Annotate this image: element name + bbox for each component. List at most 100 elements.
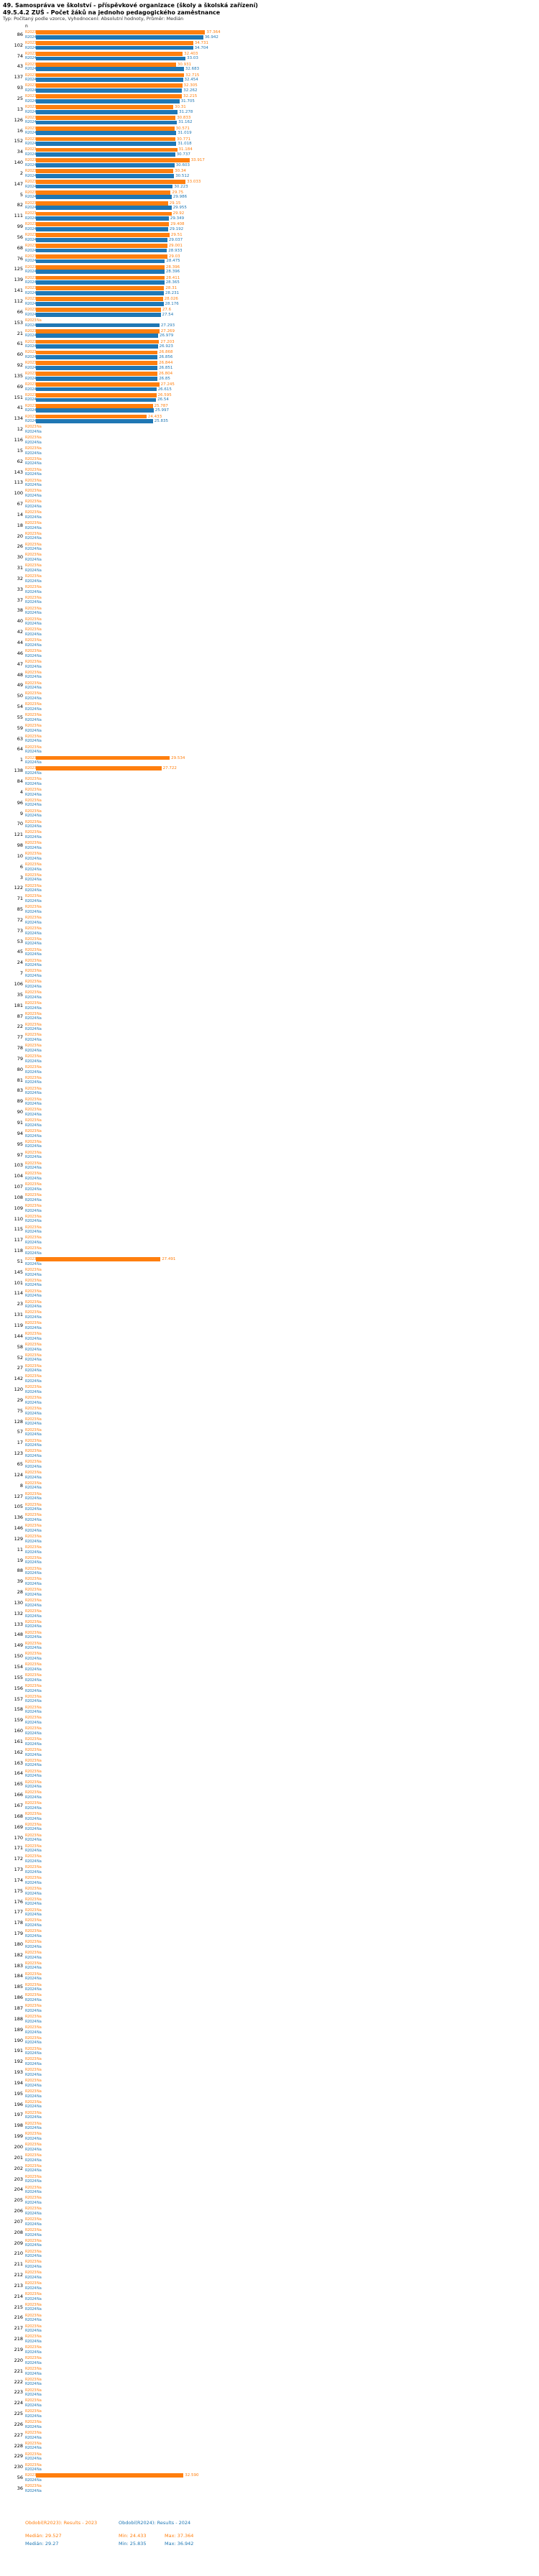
series-line: R2024 Na bbox=[25, 1113, 539, 1118]
na-label: Na bbox=[37, 2420, 42, 2425]
series-line: R2024 Na bbox=[25, 781, 539, 786]
row-id-label: 17 bbox=[17, 1440, 23, 1446]
na-label: Na bbox=[37, 845, 42, 850]
series-line: R2024 Na bbox=[25, 1752, 539, 1757]
series-line: R2024 Na bbox=[25, 1913, 539, 1918]
series-line: R2024 Na bbox=[25, 1443, 539, 1448]
row-id-label: 4 bbox=[19, 788, 23, 795]
chart-row: 149 R2023 Na R2024 Na bbox=[3, 1640, 539, 1651]
series-line: R2023 Na bbox=[25, 1118, 539, 1123]
row-bars: R2023 31.184 R2024 30.737 bbox=[25, 147, 539, 157]
chart-row: 217 R2023 Na R2024 Na bbox=[3, 2323, 539, 2334]
chart-rows: 86 R2023 37.364 R2024 36.942 102 R2023 34.731 R2… bbox=[3, 29, 539, 2494]
na-label: Na bbox=[37, 942, 42, 947]
series-tick-label: R2024 bbox=[25, 376, 37, 381]
series-line: R2024 Na bbox=[25, 2051, 539, 2056]
na-label: Na bbox=[37, 2126, 42, 2131]
chart-row: 213 R2023 Na R2024 Na bbox=[3, 2281, 539, 2291]
chart-row: 126 R2023 30.833 R2024 31.162 bbox=[3, 115, 539, 126]
na-label: Na bbox=[37, 1251, 42, 1256]
series-tick-label: R2024 bbox=[25, 504, 37, 509]
row-bars: R2023 Na R2024 Na bbox=[25, 1854, 539, 1864]
na-label: Na bbox=[37, 1582, 42, 1587]
value-bar bbox=[36, 397, 157, 402]
series-line: R2023 30.931 bbox=[25, 62, 539, 67]
series-tick-label: R2024 bbox=[25, 1070, 37, 1075]
series-tick-label: R2024 bbox=[25, 248, 37, 253]
na-label: Na bbox=[37, 873, 42, 878]
row-bars: R2023 Na R2024 Na bbox=[25, 1044, 539, 1053]
series-line: R2023 26.595 bbox=[25, 393, 539, 398]
na-label: Na bbox=[37, 1801, 42, 1806]
chart-row: 11 R2023 Na R2024 Na bbox=[3, 1545, 539, 1555]
series-tick-label: R2024 bbox=[25, 1453, 37, 1458]
na-label: Na bbox=[37, 2260, 42, 2265]
value-bar bbox=[36, 244, 167, 248]
row-id-label: 5 bbox=[19, 191, 23, 198]
chart-row: 113 R2023 Na R2024 Na bbox=[3, 477, 539, 488]
series-line: R2023 Na bbox=[25, 809, 539, 814]
series-tick-label: R2024 bbox=[25, 67, 37, 72]
series-line: R2024 Na bbox=[25, 1305, 539, 1310]
na-label: Na bbox=[37, 2062, 42, 2067]
chart-row: 23 R2023 Na R2024 Na bbox=[3, 1299, 539, 1310]
row-id-label: 60 bbox=[17, 351, 23, 358]
series-tick-label: R2023 bbox=[25, 1577, 37, 1582]
na-label: Na bbox=[37, 2371, 42, 2376]
series-tick-label: R2023 bbox=[25, 734, 37, 739]
na-label: Na bbox=[37, 1688, 42, 1693]
chart-row: 179 R2023 Na R2024 Na bbox=[3, 1928, 539, 1939]
na-label: Na bbox=[37, 1908, 42, 1913]
chart-row: 218 R2023 Na R2024 Na bbox=[3, 2334, 539, 2345]
na-label: Na bbox=[37, 2041, 42, 2046]
series-line: R2024 Na bbox=[25, 1550, 539, 1555]
series-tick-label: R2023 bbox=[25, 1609, 37, 1614]
row-bars: R2023 Na R2024 Na bbox=[25, 467, 539, 477]
row-id-label: 95 bbox=[17, 1141, 23, 1147]
na-label: Na bbox=[37, 531, 42, 536]
na-label: Na bbox=[37, 1865, 42, 1870]
row-bars: R2023 Na R2024 Na bbox=[25, 2260, 539, 2269]
series-tick-label: R2023 bbox=[25, 2068, 37, 2073]
na-label: Na bbox=[37, 589, 42, 594]
series-line: R2023 Na bbox=[25, 649, 539, 654]
chart-row: 120 R2023 Na R2024 Na bbox=[3, 1384, 539, 1395]
row-id-label: 35 bbox=[17, 991, 23, 998]
series-tick-label: R2024 bbox=[25, 952, 37, 957]
report-title: 49. Samospráva ve školství - příspěvkové… bbox=[3, 2, 258, 9]
series-tick-label: R2024 bbox=[25, 1902, 37, 1907]
value-bar bbox=[36, 308, 161, 312]
na-label: Na bbox=[37, 1091, 42, 1096]
series-tick-label: R2023 bbox=[25, 2132, 37, 2137]
series-tick-label: R2023 bbox=[25, 1566, 37, 1571]
series-tick-label: R2024 bbox=[25, 995, 37, 1000]
series-line: R2023 Na bbox=[25, 1011, 539, 1016]
value-label: 32.683 bbox=[185, 67, 200, 72]
value-bar bbox=[36, 98, 180, 104]
na-label: Na bbox=[37, 2398, 42, 2404]
series-tick-label: R2023 bbox=[25, 2334, 37, 2340]
series-tick-label: R2024 bbox=[25, 2147, 37, 2152]
row-id-label: 211 bbox=[14, 2261, 23, 2268]
na-label: Na bbox=[37, 1603, 42, 1608]
value-label: 29.001 bbox=[168, 244, 183, 248]
chart-row: 187 R2023 Na R2024 Na bbox=[3, 2003, 539, 2014]
value-label: 29.51 bbox=[170, 233, 183, 238]
series-line: R2023 Na bbox=[25, 1929, 539, 1934]
na-label: Na bbox=[37, 1902, 42, 1907]
series-line: R2023 Na bbox=[25, 2068, 539, 2073]
na-label: Na bbox=[37, 1464, 42, 1469]
row-id-label: 89 bbox=[17, 1098, 23, 1105]
series-line: R2023 Na bbox=[25, 916, 539, 921]
na-label: Na bbox=[37, 1272, 42, 1277]
value-label: 29.037 bbox=[168, 237, 183, 242]
value-label: 30.771 bbox=[176, 137, 191, 142]
value-label: 26.85 bbox=[159, 376, 170, 381]
value-label: 30.833 bbox=[177, 115, 191, 120]
value-bar bbox=[36, 195, 172, 200]
series-line: R2023 Na bbox=[25, 745, 539, 750]
na-label: Na bbox=[37, 2051, 42, 2056]
value-bar bbox=[36, 94, 182, 99]
chart-row: 111 R2023 29.92 R2024 29.349 bbox=[3, 211, 539, 221]
series-line: R2024 Na bbox=[25, 1870, 539, 1875]
